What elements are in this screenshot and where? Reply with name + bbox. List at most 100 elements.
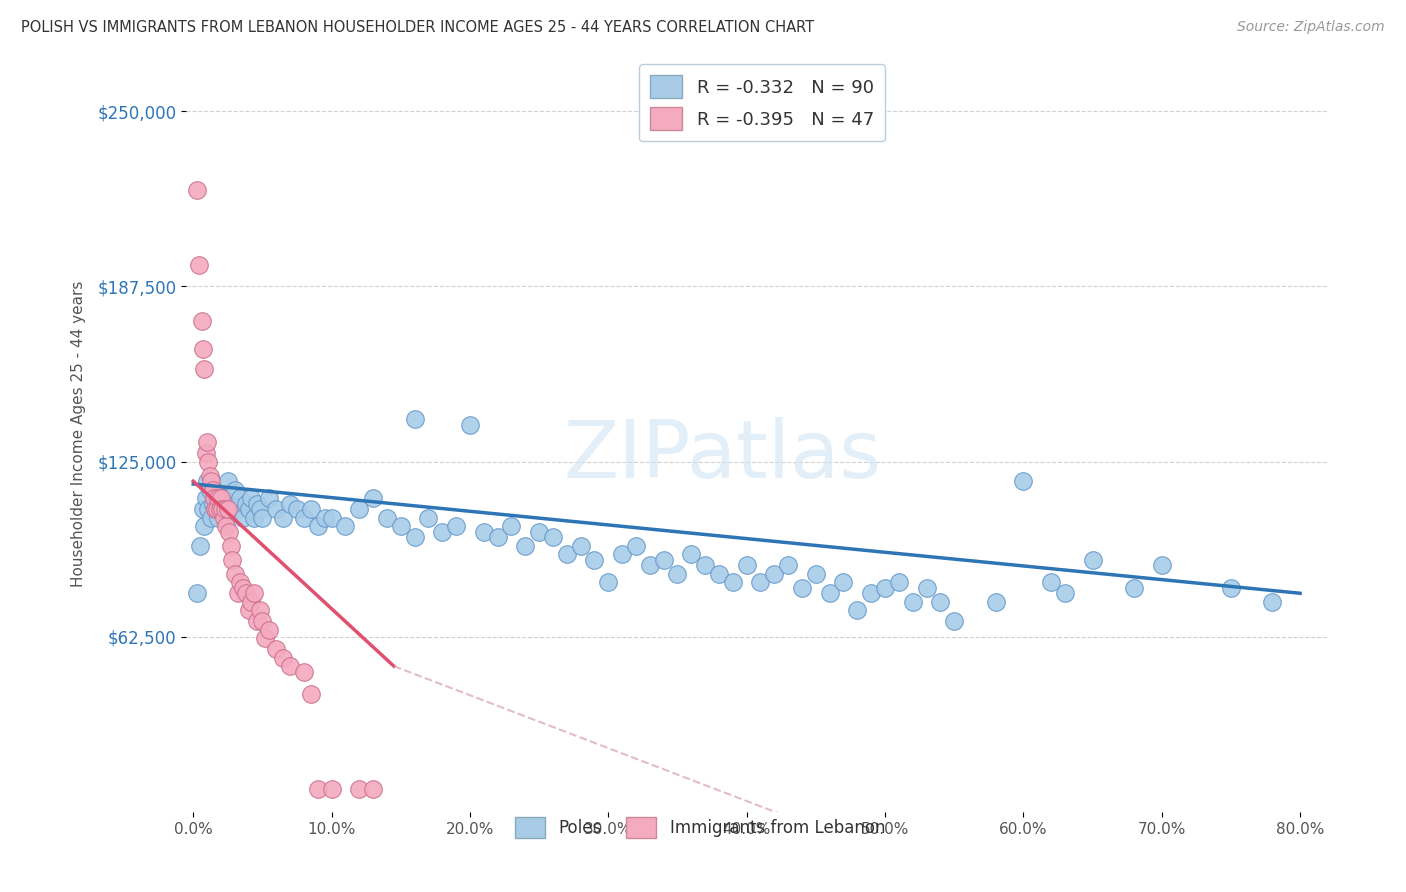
Point bbox=[226, 586, 249, 600]
Point bbox=[278, 497, 301, 511]
Point bbox=[610, 547, 633, 561]
Point bbox=[735, 558, 758, 573]
Point bbox=[198, 483, 221, 497]
Point bbox=[335, 519, 357, 533]
Point bbox=[224, 566, 246, 581]
Point bbox=[681, 547, 703, 561]
Point bbox=[314, 510, 336, 524]
Point bbox=[249, 603, 271, 617]
Point bbox=[207, 491, 229, 505]
Point bbox=[207, 510, 229, 524]
Point bbox=[271, 510, 294, 524]
Point bbox=[193, 519, 215, 533]
Point bbox=[243, 586, 266, 600]
Point bbox=[201, 483, 224, 497]
Point bbox=[186, 183, 208, 197]
Point bbox=[624, 539, 647, 553]
Point bbox=[249, 502, 271, 516]
Point bbox=[193, 362, 215, 376]
Text: POLISH VS IMMIGRANTS FROM LEBANON HOUSEHOLDER INCOME AGES 25 - 44 YEARS CORRELAT: POLISH VS IMMIGRANTS FROM LEBANON HOUSEH… bbox=[21, 20, 814, 35]
Point bbox=[1081, 552, 1104, 566]
Point bbox=[195, 474, 218, 488]
Point bbox=[984, 595, 1007, 609]
Point bbox=[215, 519, 238, 533]
Point bbox=[1123, 581, 1146, 595]
Point bbox=[915, 581, 938, 595]
Point bbox=[246, 615, 269, 629]
Point bbox=[232, 510, 254, 524]
Point bbox=[307, 519, 329, 533]
Point bbox=[404, 412, 426, 426]
Point bbox=[217, 474, 239, 488]
Point bbox=[860, 586, 883, 600]
Point bbox=[198, 468, 221, 483]
Point bbox=[226, 502, 249, 516]
Point bbox=[721, 575, 744, 590]
Point bbox=[299, 502, 322, 516]
Point bbox=[202, 483, 225, 497]
Point bbox=[299, 687, 322, 701]
Point bbox=[1053, 586, 1076, 600]
Point bbox=[208, 502, 231, 516]
Point bbox=[527, 524, 550, 539]
Point bbox=[200, 474, 222, 488]
Point bbox=[208, 497, 231, 511]
Point bbox=[666, 566, 689, 581]
Point bbox=[818, 586, 841, 600]
Point bbox=[638, 558, 661, 573]
Point bbox=[929, 595, 952, 609]
Point bbox=[240, 491, 263, 505]
Point bbox=[235, 586, 257, 600]
Point bbox=[224, 483, 246, 497]
Point bbox=[444, 519, 467, 533]
Point bbox=[195, 434, 218, 449]
Point bbox=[652, 552, 675, 566]
Point bbox=[472, 524, 495, 539]
Point bbox=[695, 558, 717, 573]
Point bbox=[240, 595, 263, 609]
Point bbox=[212, 491, 235, 505]
Point bbox=[188, 539, 211, 553]
Point bbox=[271, 650, 294, 665]
Point bbox=[204, 502, 226, 516]
Point bbox=[292, 510, 315, 524]
Point bbox=[219, 539, 242, 553]
Point bbox=[598, 575, 620, 590]
Point bbox=[200, 510, 222, 524]
Point bbox=[943, 615, 966, 629]
Point bbox=[238, 603, 260, 617]
Y-axis label: Householder Income Ages 25 - 44 years: Householder Income Ages 25 - 44 years bbox=[72, 280, 86, 587]
Point bbox=[1219, 581, 1241, 595]
Point bbox=[846, 603, 869, 617]
Point bbox=[204, 502, 226, 516]
Point bbox=[832, 575, 855, 590]
Point bbox=[229, 575, 252, 590]
Point bbox=[202, 491, 225, 505]
Point bbox=[361, 491, 384, 505]
Point bbox=[307, 782, 329, 797]
Point bbox=[205, 491, 228, 505]
Point bbox=[361, 782, 384, 797]
Point bbox=[243, 510, 266, 524]
Point bbox=[252, 510, 274, 524]
Point bbox=[246, 497, 269, 511]
Point bbox=[1040, 575, 1063, 590]
Point bbox=[458, 418, 481, 433]
Point bbox=[212, 510, 235, 524]
Point bbox=[778, 558, 800, 573]
Point bbox=[541, 530, 564, 544]
Point bbox=[197, 454, 219, 468]
Point bbox=[887, 575, 910, 590]
Point bbox=[214, 502, 236, 516]
Point bbox=[349, 502, 371, 516]
Point bbox=[264, 642, 287, 657]
Text: ZIPatlas: ZIPatlas bbox=[564, 417, 882, 495]
Point bbox=[349, 782, 371, 797]
Point bbox=[569, 539, 592, 553]
Point bbox=[418, 510, 440, 524]
Point bbox=[197, 502, 219, 516]
Point bbox=[211, 502, 233, 516]
Point bbox=[285, 502, 308, 516]
Point bbox=[583, 552, 606, 566]
Point bbox=[254, 631, 277, 645]
